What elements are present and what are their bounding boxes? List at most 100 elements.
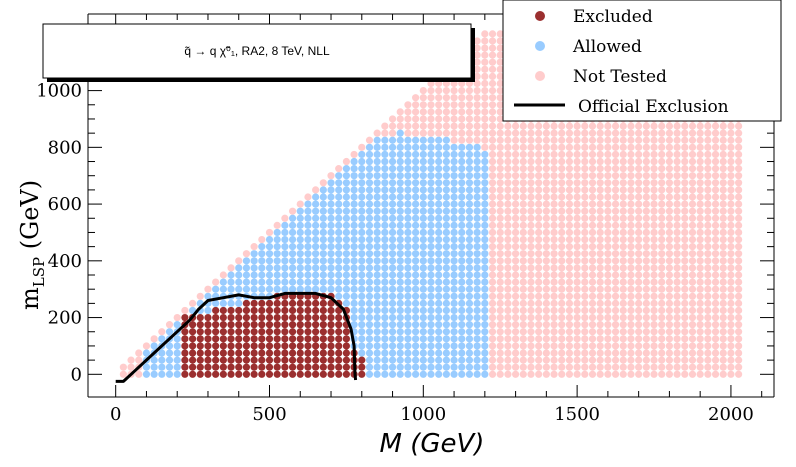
point-excluded — [235, 335, 243, 343]
point-not-tested — [496, 115, 504, 123]
point-allowed — [419, 235, 427, 244]
point-not-tested — [458, 94, 466, 102]
point-allowed — [212, 299, 220, 307]
point-not-tested — [596, 342, 604, 350]
point-not-tested — [511, 328, 520, 336]
point-allowed — [365, 264, 374, 272]
point-not-tested — [404, 115, 412, 123]
point-not-tested — [696, 292, 704, 300]
point-not-tested — [665, 228, 674, 237]
point-not-tested — [681, 221, 689, 229]
point-not-tested — [135, 349, 143, 357]
point-not-tested — [427, 108, 435, 116]
point-not-tested — [542, 342, 550, 350]
point-not-tested — [511, 363, 520, 371]
point-not-tested — [511, 306, 520, 315]
point-not-tested — [696, 143, 704, 151]
point-not-tested — [650, 207, 658, 215]
point-excluded — [312, 313, 320, 322]
point-allowed — [442, 165, 450, 173]
point-not-tested — [735, 370, 743, 378]
point-not-tested — [504, 356, 512, 364]
point-allowed — [435, 264, 443, 272]
point-not-tested — [165, 321, 174, 329]
point-not-tested — [527, 363, 535, 371]
point-not-tested — [719, 264, 727, 272]
point-allowed — [327, 264, 335, 272]
point-not-tested — [535, 250, 543, 258]
point-excluded — [281, 335, 289, 343]
point-allowed — [365, 321, 374, 329]
point-not-tested — [504, 221, 512, 229]
point-not-tested — [658, 136, 666, 144]
point-excluded — [188, 321, 197, 329]
point-allowed — [304, 207, 312, 215]
point-allowed — [388, 363, 397, 371]
point-allowed — [419, 363, 427, 371]
point-excluded — [319, 328, 327, 336]
point-not-tested — [604, 179, 612, 187]
point-not-tested — [611, 157, 620, 166]
point-allowed — [242, 285, 251, 293]
point-allowed — [473, 356, 481, 364]
point-allowed — [412, 271, 420, 279]
point-not-tested — [181, 306, 189, 315]
point-not-tested — [688, 150, 697, 159]
point-not-tested — [581, 271, 589, 279]
point-allowed — [388, 165, 397, 173]
point-not-tested — [727, 179, 735, 187]
point-allowed — [365, 335, 374, 343]
point-not-tested — [658, 143, 666, 151]
point-not-tested — [619, 172, 627, 180]
point-allowed — [288, 221, 297, 229]
point-not-tested — [650, 342, 658, 350]
point-not-tested — [550, 214, 558, 222]
point-not-tested — [450, 87, 458, 95]
point-excluded — [342, 370, 350, 378]
point-allowed — [481, 299, 489, 307]
point-allowed — [465, 243, 474, 251]
point-allowed — [435, 143, 443, 151]
point-allowed — [142, 370, 151, 378]
point-not-tested — [573, 122, 581, 130]
point-not-tested — [611, 221, 620, 229]
point-not-tested — [658, 278, 666, 286]
point-not-tested — [481, 79, 489, 88]
point-not-tested — [581, 221, 589, 229]
point-not-tested — [719, 136, 727, 144]
point-not-tested — [473, 108, 481, 116]
point-excluded — [312, 306, 320, 315]
point-allowed — [265, 250, 274, 258]
point-not-tested — [511, 250, 520, 258]
point-not-tested — [627, 235, 635, 244]
point-not-tested — [250, 243, 258, 251]
point-excluded — [281, 299, 289, 307]
point-not-tested — [350, 150, 358, 159]
point-not-tested — [565, 122, 574, 130]
point-not-tested — [527, 321, 535, 329]
point-not-tested — [488, 193, 497, 201]
point-not-tested — [542, 172, 550, 180]
point-not-tested — [511, 214, 520, 222]
point-allowed — [227, 271, 235, 279]
point-allowed — [435, 136, 443, 144]
point-excluded — [288, 321, 297, 329]
point-not-tested — [719, 221, 727, 229]
point-allowed — [350, 292, 358, 300]
point-excluded — [312, 328, 320, 336]
point-not-tested — [650, 122, 658, 130]
point-not-tested — [573, 165, 581, 173]
point-excluded — [312, 356, 320, 364]
point-not-tested — [504, 342, 512, 350]
point-not-tested — [704, 299, 712, 307]
point-allowed — [365, 342, 374, 350]
point-not-tested — [573, 278, 581, 286]
point-not-tested — [296, 200, 304, 208]
point-allowed — [427, 299, 435, 307]
point-not-tested — [711, 243, 720, 251]
point-not-tested — [704, 349, 712, 357]
point-allowed — [442, 257, 450, 265]
point-not-tested — [735, 363, 743, 371]
point-not-tested — [450, 129, 458, 137]
point-not-tested — [635, 235, 643, 244]
